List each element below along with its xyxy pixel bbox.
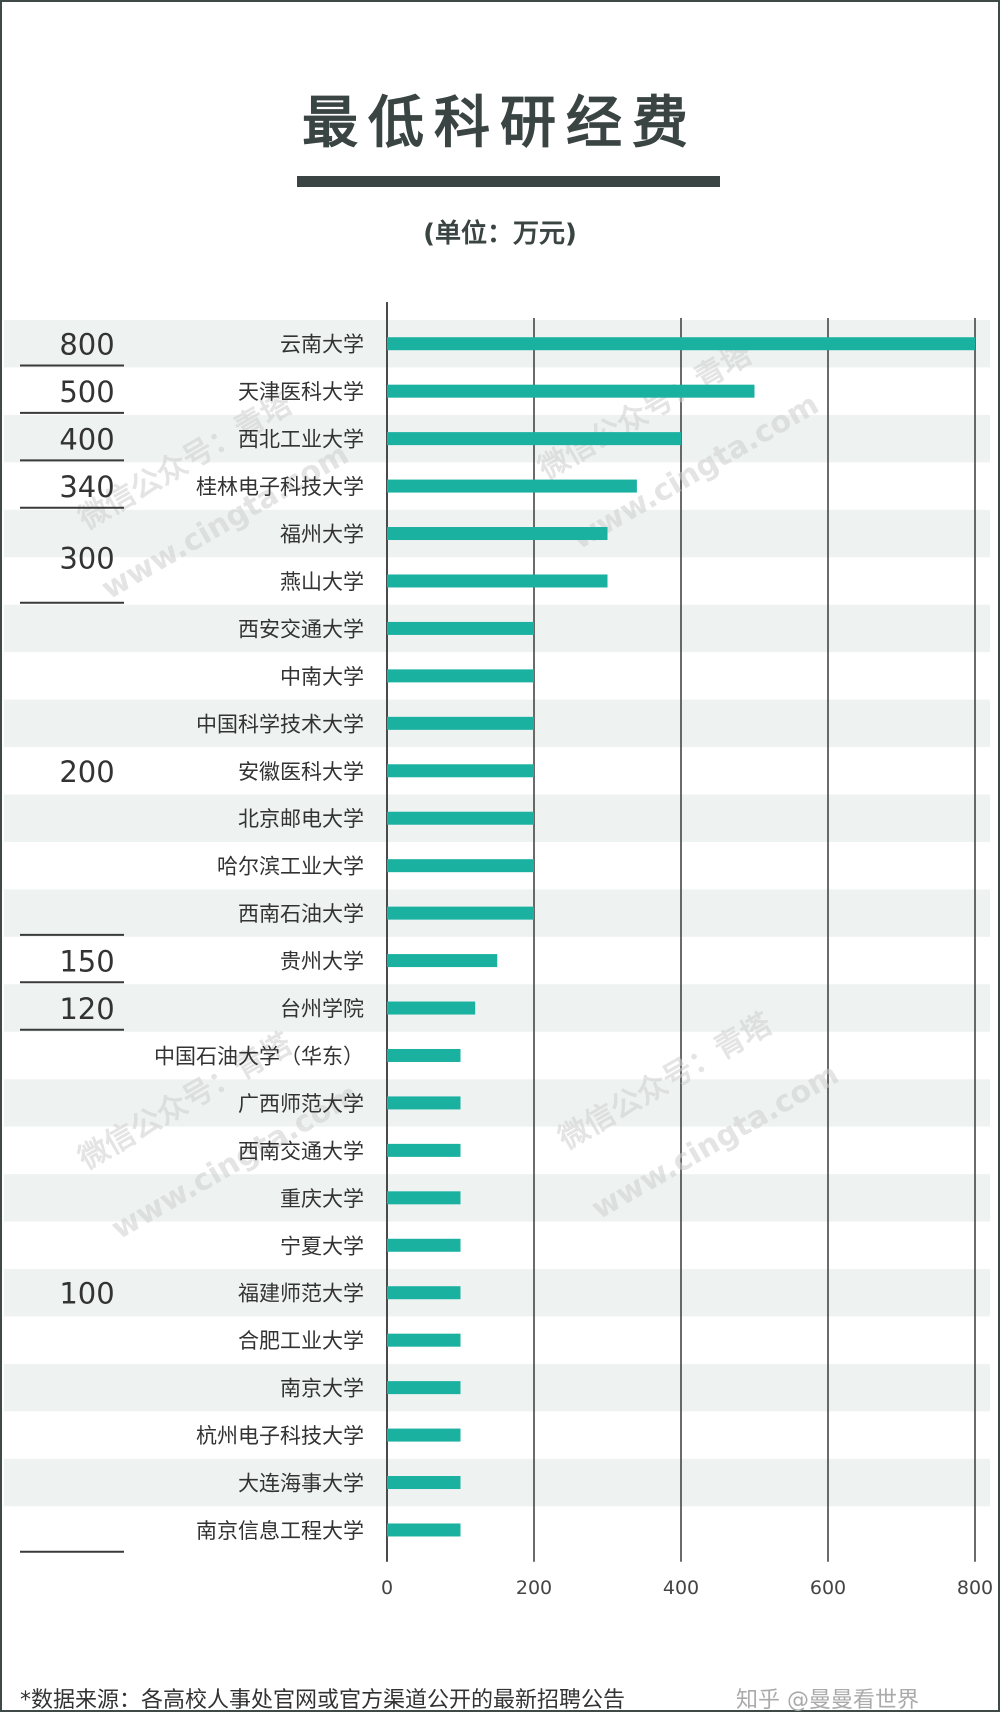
data-source-note: *数据来源：各高校人事处官网或官方渠道公开的最新招聘公告: [20, 1688, 626, 1713]
group-value-label: 100: [59, 1277, 114, 1311]
row-stripe: [4, 1174, 990, 1222]
group-value-label: 150: [59, 945, 114, 979]
title-underline: [297, 176, 720, 187]
category-label: 杭州电子科技大学: [196, 1424, 364, 1448]
category-label: 西安交通大学: [238, 617, 364, 641]
group-value-label: 120: [59, 992, 114, 1026]
group-value-label: 340: [59, 470, 114, 504]
category-label: 中国科学技术大学: [196, 712, 364, 736]
bar: [387, 1476, 461, 1490]
category-label: 哈尔滨工业大学: [217, 855, 364, 879]
bar: [387, 1191, 461, 1205]
category-labels: 云南大学天津医科大学西北工业大学桂林电子科技大学福州大学燕山大学西安交通大学中南…: [154, 333, 364, 1543]
category-label: 桂林电子科技大学: [196, 475, 364, 499]
category-label: 天津医科大学: [238, 380, 364, 404]
category-label: 贵州大学: [280, 950, 364, 974]
bar: [387, 1381, 461, 1395]
category-label: 大连海事大学: [238, 1472, 364, 1496]
group-value-label: 500: [59, 375, 114, 409]
x-tick-label: 0: [381, 1577, 393, 1599]
category-label: 西南交通大学: [238, 1139, 364, 1163]
category-label: 西北工业大学: [238, 428, 364, 452]
chart-unit-subtitle: (单位：万元): [423, 219, 577, 249]
bar: [387, 432, 681, 446]
bar: [387, 621, 534, 635]
group-value-label: 300: [59, 541, 114, 575]
bar: [387, 527, 608, 541]
bar: [387, 954, 498, 968]
category-label: 宁夏大学: [280, 1234, 364, 1258]
row-stripe: [4, 984, 990, 1032]
x-tick-label: 800: [957, 1577, 993, 1599]
x-tick-label: 400: [663, 1577, 699, 1599]
category-label: 广西师范大学: [238, 1092, 364, 1116]
group-value-label: 200: [59, 755, 114, 789]
category-label: 重庆大学: [280, 1187, 364, 1211]
bar: [387, 479, 637, 493]
bar: [387, 1286, 461, 1300]
bar: [387, 716, 534, 730]
x-axis-ticks: 0 200 400 600 800: [381, 1577, 993, 1599]
bar: [387, 1096, 461, 1110]
bar: [387, 669, 534, 683]
category-label: 南京信息工程大学: [196, 1519, 364, 1543]
group-value-label: 800: [59, 328, 114, 362]
bar: [387, 574, 608, 588]
category-label: 云南大学: [280, 333, 364, 357]
category-label: 福州大学: [280, 523, 364, 547]
category-label: 南京大学: [280, 1377, 364, 1401]
grid-lines: [386, 302, 976, 1562]
bar: [387, 764, 534, 778]
group-value-label: 400: [59, 423, 114, 457]
bar: [387, 906, 534, 920]
category-label: 合肥工业大学: [238, 1329, 364, 1353]
bar: [387, 337, 975, 351]
category-label: 台州学院: [280, 997, 364, 1021]
category-label: 中南大学: [280, 665, 364, 689]
bar: [387, 811, 534, 825]
category-label: 燕山大学: [280, 570, 364, 594]
bar: [387, 1238, 461, 1252]
category-label: 中国石油大学（华东）: [154, 1044, 364, 1068]
x-tick-label: 200: [516, 1577, 552, 1599]
bars: [387, 337, 975, 1537]
category-label: 北京邮电大学: [238, 807, 364, 831]
bar: [387, 384, 755, 398]
bar: [387, 1333, 461, 1347]
bar: [387, 859, 534, 873]
row-stripe: [4, 1363, 990, 1412]
category-label: 安徽医科大学: [238, 760, 364, 784]
bar: [387, 1048, 461, 1062]
category-label: 福建师范大学: [238, 1282, 364, 1306]
row-stripe: [4, 1269, 990, 1317]
bar: [387, 1143, 461, 1157]
chart-title: 最低科研经费: [302, 91, 698, 156]
row-stripes: [4, 320, 990, 1507]
row-stripe: [4, 1079, 990, 1127]
author-credit: 知乎 @曼曼看世界: [736, 1688, 919, 1713]
bar: [387, 1523, 461, 1537]
bar: [387, 1001, 476, 1015]
row-stripe: [4, 1458, 990, 1507]
value-group-labels: 800 500 400 340 300 200 150 120 100: [20, 328, 124, 1553]
x-tick-label: 600: [810, 1577, 846, 1599]
bar: [387, 1428, 461, 1442]
category-label: 西南石油大学: [238, 902, 364, 926]
